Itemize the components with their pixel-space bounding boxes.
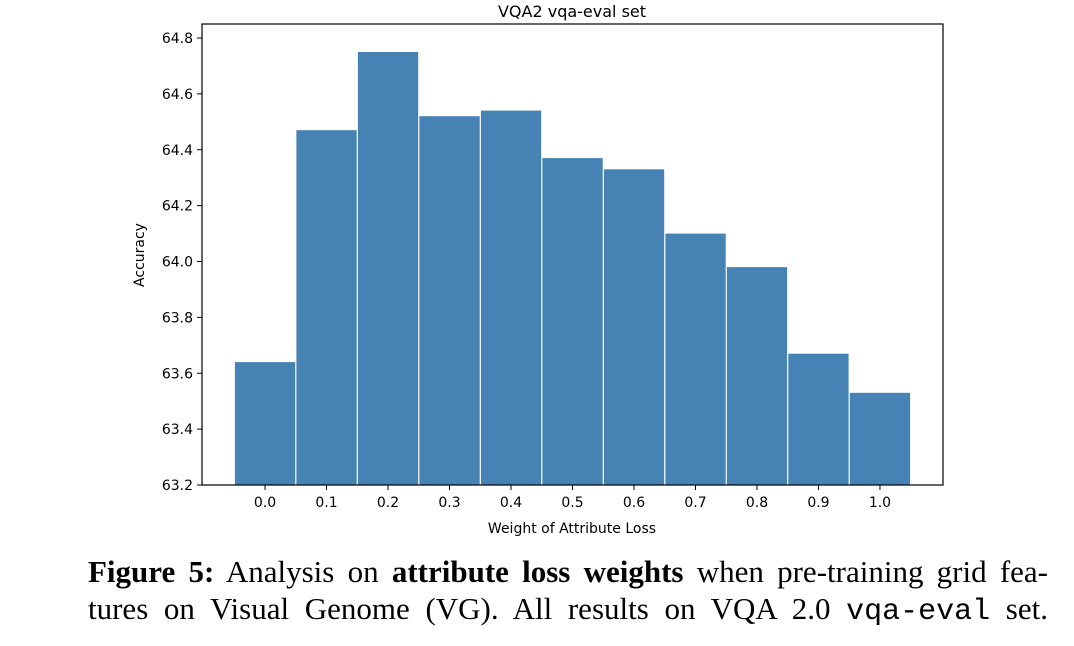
- bar-0.3: [419, 116, 480, 485]
- bar-chart: VQA2 vqa-eval set 0.0 0.1 0.2 0.3 0.4 0.5 0.6 0…: [132, 2, 944, 537]
- bar-0.1: [296, 130, 357, 485]
- x-tick-label: 0.7: [684, 495, 706, 511]
- bar-1.0: [849, 392, 911, 485]
- x-ticks-group: 0.0 0.1 0.2 0.3 0.4 0.5 0.6 0.7 0.8 0.9 1.0: [254, 485, 891, 511]
- y-tick-label: 64.6: [162, 87, 193, 103]
- x-tick-label: 0.4: [500, 495, 522, 511]
- caption-text: set.: [990, 591, 1048, 626]
- bar-0.6: [603, 169, 665, 486]
- bar-0.0: [234, 362, 296, 485]
- bar-0.4: [480, 110, 542, 485]
- x-tick-label: 0.3: [438, 495, 460, 511]
- bar-0.9: [788, 353, 849, 485]
- caption-mono-text: vqa-eval: [846, 595, 991, 629]
- y-tick-label: 64.2: [162, 199, 193, 215]
- x-tick-label: 1.0: [869, 495, 891, 511]
- x-tick-label: 0.9: [807, 495, 829, 511]
- caption-line-1: Figure 5: Analysis on attribute loss wei…: [88, 553, 1048, 590]
- x-tick-label: 0.6: [623, 495, 645, 511]
- x-tick-label: 0.8: [746, 495, 768, 511]
- y-tick-label: 63.2: [162, 478, 193, 494]
- caption-figure-label: Figure 5:: [88, 554, 215, 589]
- caption-line-2: tures on Visual Genome (VG). All results…: [88, 590, 1048, 631]
- caption-text: when pre-training grid fea-: [683, 554, 1049, 589]
- y-axis-label: Accuracy: [132, 223, 148, 287]
- y-tick-label: 64.4: [162, 143, 193, 159]
- y-tick-label: 64.8: [162, 31, 193, 47]
- bar-0.7: [665, 233, 726, 485]
- y-tick-label: 64.0: [162, 255, 193, 271]
- plot-frame: [201, 23, 944, 486]
- bar-0.5: [542, 158, 603, 485]
- bar-0.2: [357, 52, 419, 485]
- x-axis-label: Weight of Attribute Loss: [488, 521, 656, 537]
- y-tick-label: 63.4: [162, 422, 193, 438]
- bar-0.8: [726, 267, 788, 485]
- x-tick-label: 0.5: [561, 495, 583, 511]
- x-tick-label: 0.1: [315, 495, 337, 511]
- x-tick-label: 0.0: [254, 495, 276, 511]
- x-tick-label: 0.2: [377, 495, 399, 511]
- y-tick-label: 63.8: [162, 310, 193, 326]
- caption-text: tures on Visual Genome (VG). All results…: [88, 591, 847, 626]
- chart-title: VQA2 vqa-eval set: [498, 2, 646, 21]
- caption-bold-text: attribute loss weights: [391, 554, 684, 589]
- figure-caption: Figure 5: Analysis on attribute loss wei…: [88, 553, 1048, 631]
- y-ticks-group: 63.2 63.4 63.6 63.8 64.0 64.2 64.4 64.6 64.8: [162, 31, 202, 494]
- y-tick-label: 63.6: [162, 366, 193, 382]
- bars-group: [234, 52, 911, 486]
- caption-text: Analysis on: [214, 554, 392, 589]
